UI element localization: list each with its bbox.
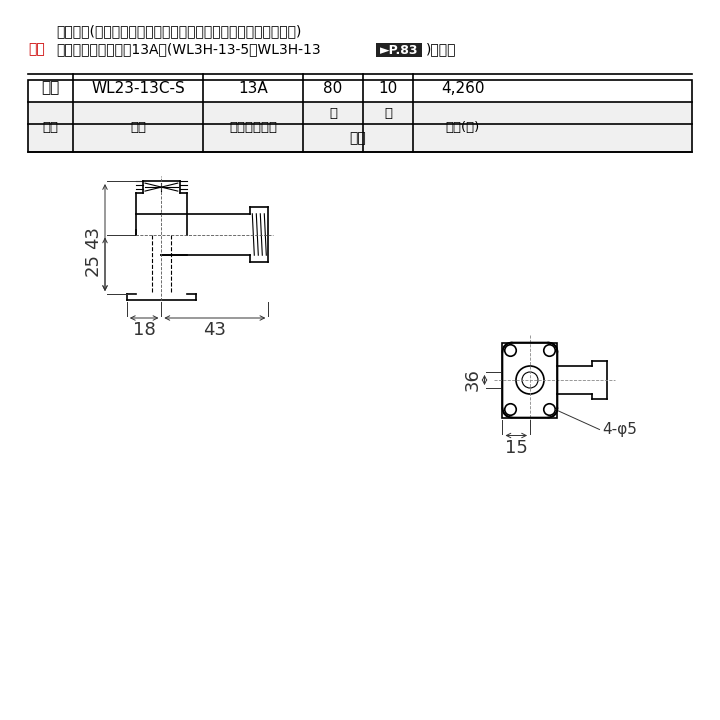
Text: 25: 25 (84, 253, 102, 276)
Text: 10: 10 (379, 81, 397, 96)
Text: 4,260: 4,260 (441, 81, 485, 96)
FancyBboxPatch shape (376, 43, 422, 57)
Text: 36: 36 (464, 369, 482, 392)
Bar (28, 80, 692, 152)
Text: ►P.83: ►P.83 (379, 43, 418, 56)
Text: )に対応: )に対応 (426, 42, 456, 56)
Text: 43: 43 (84, 226, 102, 249)
Text: 継手用保温材エルボ13A用(WL3H-13-5、WL3H-13: 継手用保温材エルボ13A用(WL3H-13-5、WL3H-13 (56, 42, 320, 56)
Text: 注：: 注： (28, 42, 45, 56)
Text: 大: 大 (329, 107, 337, 120)
Text: 80: 80 (323, 81, 343, 96)
Text: 入数: 入数 (350, 131, 366, 145)
Text: 43: 43 (203, 321, 226, 339)
Text: 13A: 13A (238, 81, 268, 96)
Text: 18: 18 (132, 321, 156, 339)
Text: します。(製品の座付部のみ保温材を除去する必要があります。): します。(製品の座付部のみ保温材を除去する必要があります。) (56, 24, 302, 38)
Text: 4-φ5: 4-φ5 (603, 422, 637, 437)
Text: WL23-13C-S: WL23-13C-S (91, 81, 185, 96)
Text: 樹脂管呼び径: 樹脂管呼び径 (229, 120, 277, 133)
Bar (28, 102, 692, 152)
Bar (503, 343, 557, 418)
Text: 品番: 品番 (130, 120, 146, 133)
Text: 小: 小 (384, 107, 392, 120)
Text: 15: 15 (505, 438, 528, 456)
Text: 共用: 共用 (41, 81, 60, 96)
Text: 価格(円): 価格(円) (446, 120, 480, 133)
Text: 適用: 適用 (42, 120, 58, 133)
